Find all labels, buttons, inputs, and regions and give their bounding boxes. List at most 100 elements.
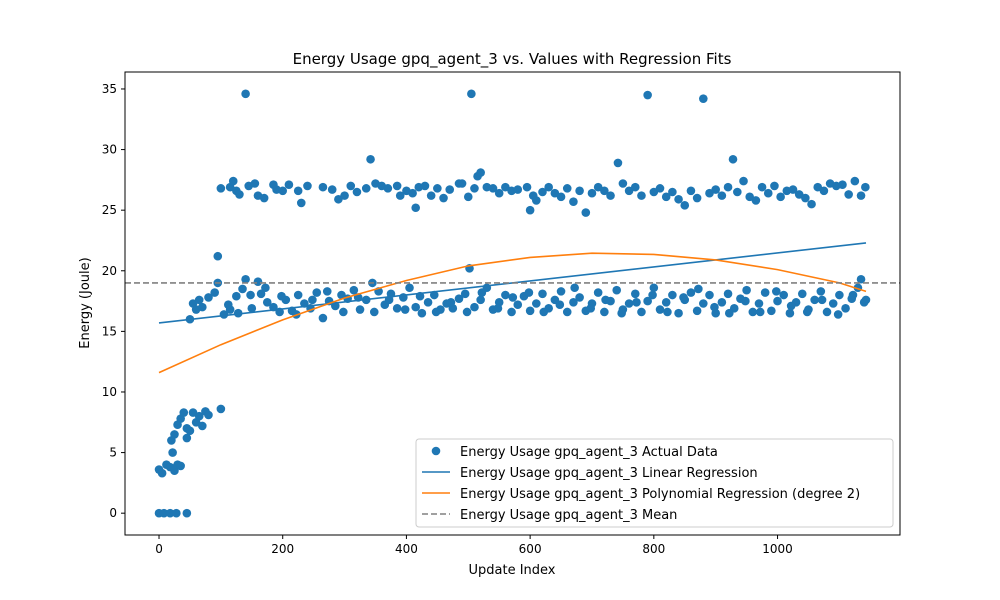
data-point	[476, 168, 485, 177]
data-point	[477, 288, 487, 297]
data-point	[525, 205, 535, 215]
data-point	[600, 186, 609, 196]
data-point	[423, 297, 433, 307]
data-point	[327, 185, 337, 194]
data-point	[539, 307, 549, 317]
y-tick-label: 25	[102, 203, 117, 217]
data-point	[454, 294, 464, 303]
data-point	[705, 188, 714, 198]
data-point	[318, 182, 328, 192]
data-point	[253, 277, 263, 286]
data-point	[593, 288, 603, 297]
data-point	[460, 289, 470, 299]
data-point	[802, 307, 812, 317]
data-point	[632, 297, 641, 307]
data-point	[606, 191, 615, 200]
data-point	[408, 188, 417, 198]
data-point	[739, 176, 748, 186]
data-point	[259, 193, 269, 203]
data-point	[185, 426, 195, 436]
data-point	[532, 196, 541, 205]
data-point	[346, 181, 356, 191]
data-point	[679, 293, 688, 302]
data-point	[411, 203, 421, 213]
data-point	[686, 288, 696, 297]
data-point	[717, 191, 727, 200]
data-point	[617, 308, 626, 318]
data-point	[366, 154, 375, 164]
y-axis: 0 5 10 15 20 25 30 35	[102, 82, 125, 520]
data-point	[400, 305, 410, 314]
data-point	[771, 287, 781, 296]
data-point	[710, 302, 719, 312]
data-point	[339, 307, 348, 317]
plot-frame	[124, 71, 901, 536]
data-point	[624, 186, 634, 196]
data-point	[841, 304, 850, 313]
data-point	[501, 290, 510, 300]
data-point	[797, 289, 807, 299]
data-point	[426, 191, 436, 200]
data-point	[838, 180, 847, 190]
data-point	[494, 188, 504, 198]
data-point	[538, 187, 547, 197]
data-point	[748, 307, 758, 317]
data-point	[405, 283, 414, 293]
data-point	[751, 196, 761, 205]
data-point	[770, 181, 779, 191]
data-point	[785, 308, 795, 318]
y-tick-label: 20	[102, 264, 117, 278]
data-point	[643, 296, 652, 306]
data-point	[172, 508, 181, 518]
data-point	[355, 305, 365, 314]
data-point	[817, 295, 827, 305]
data-point	[569, 197, 578, 206]
x-tick-label: 1000	[762, 542, 793, 556]
data-point	[470, 302, 479, 312]
x-tick-label: 200	[271, 542, 294, 556]
data-point	[856, 191, 866, 200]
data-point	[467, 89, 476, 99]
data-point	[395, 191, 405, 200]
data-point	[754, 299, 764, 308]
data-point	[813, 182, 823, 192]
data-point	[369, 307, 379, 317]
data-point	[801, 193, 810, 203]
data-point	[179, 408, 189, 417]
data-point	[763, 188, 773, 198]
data-point	[861, 295, 871, 305]
data-point	[760, 288, 770, 297]
x-tick-label: 0	[155, 542, 163, 556]
data-point	[680, 201, 690, 210]
data-point	[613, 158, 623, 168]
data-point	[194, 411, 204, 421]
y-tick-label: 15	[102, 324, 117, 338]
data-point	[431, 307, 441, 317]
data-point	[733, 187, 742, 197]
data-point	[648, 290, 657, 300]
data-point	[216, 184, 226, 193]
data-point	[674, 308, 683, 318]
data-point	[188, 408, 198, 417]
data-point	[816, 287, 826, 296]
data-point	[392, 304, 402, 313]
data-point	[779, 290, 789, 300]
data-point	[555, 300, 565, 310]
data-point	[699, 299, 708, 308]
scatter-series	[154, 89, 871, 518]
data-point	[786, 301, 796, 311]
data-point	[742, 285, 751, 295]
data-point	[439, 193, 448, 203]
legend: Energy Usage gpq_agent_3 Actual Data Ener…	[415, 438, 894, 528]
data-point	[630, 289, 640, 299]
data-point	[723, 182, 733, 192]
data-point	[476, 295, 485, 305]
data-point	[170, 430, 179, 439]
legend-marker	[431, 446, 441, 456]
data-point	[204, 293, 213, 302]
data-point	[194, 295, 204, 305]
data-point	[508, 293, 518, 302]
plot-series	[125, 89, 900, 518]
y-tick-label: 35	[102, 82, 117, 96]
data-point	[463, 192, 473, 202]
